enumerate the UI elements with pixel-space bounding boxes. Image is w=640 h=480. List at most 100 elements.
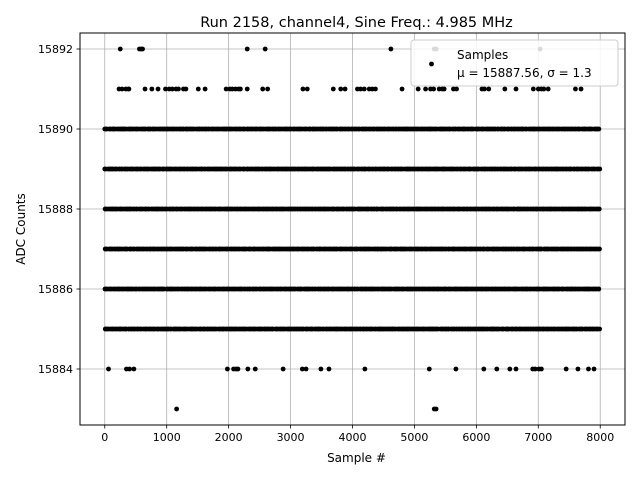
sample-point: [433, 406, 439, 412]
sample-point: [106, 366, 111, 372]
sample-point: [597, 326, 602, 332]
sample-point: [597, 246, 602, 252]
sample-point: [573, 86, 578, 92]
axis-ticks: 0 1000 2000 3000 4000 5000 6000 7000 8000 15884 15…: [38, 43, 614, 444]
sample-point: [513, 86, 519, 92]
sample-point: [304, 86, 310, 92]
sample-point: [244, 46, 250, 52]
sample-point: [454, 86, 459, 92]
sample-point: [342, 86, 348, 92]
sample-point: [586, 366, 591, 372]
sample-point: [563, 366, 569, 372]
sample-point: [195, 86, 201, 92]
sample-point: [532, 366, 538, 372]
y-tick-label: 15884: [38, 363, 73, 376]
sample-point: [235, 366, 241, 372]
x-tick-label: 6000: [462, 431, 490, 444]
y-tick-label: 15890: [38, 123, 73, 136]
sample-point: [597, 166, 603, 172]
sample-point: [244, 86, 250, 92]
sample-point: [149, 86, 155, 92]
sample-point: [140, 46, 145, 52]
y-axis-label: ADC Counts: [14, 193, 28, 265]
sample-point: [541, 86, 547, 92]
x-axis-label: Sample #: [327, 451, 386, 465]
x-tick-label: 5000: [400, 431, 428, 444]
sample-point: [155, 86, 161, 92]
sample-point: [127, 366, 132, 372]
sample-point: [117, 46, 123, 52]
sample-point: [303, 366, 309, 372]
sample-point: [596, 126, 602, 132]
sample-point: [513, 366, 519, 372]
y-tick-label: 15886: [38, 283, 73, 296]
sample-point: [142, 86, 148, 92]
sample-point: [431, 86, 437, 92]
sample-point: [126, 86, 132, 92]
sample-point: [318, 366, 324, 372]
sample-point: [362, 366, 368, 372]
sample-point: [169, 86, 175, 92]
chart-title: Run 2158, channel4, Sine Freq.: 4.985 MH…: [200, 15, 513, 31]
sample-point: [482, 86, 487, 92]
sample-point: [453, 366, 459, 372]
sample-point: [441, 86, 447, 92]
grid-lines: [80, 33, 625, 425]
sample-point: [330, 86, 336, 92]
sample-point: [183, 86, 189, 92]
sample-point: [225, 366, 230, 372]
sample-point: [486, 86, 492, 92]
x-tick-label: 1000: [153, 431, 181, 444]
legend-entry-samples: Samples: [457, 48, 508, 62]
sample-point: [578, 86, 584, 92]
sample-point: [388, 46, 394, 52]
x-tick-label: 7000: [524, 431, 552, 444]
y-tick-label: 15892: [38, 43, 73, 56]
chart-legend: Samples μ = 15887.56, σ = 1.3: [410, 39, 619, 87]
sample-point: [596, 286, 602, 292]
y-tick-label: 15888: [38, 203, 73, 216]
sample-point: [415, 86, 421, 92]
sample-point: [202, 86, 208, 92]
sample-point: [358, 86, 363, 92]
sample-point: [265, 86, 271, 92]
sample-point: [260, 86, 266, 92]
sample-point: [361, 86, 367, 92]
sample-point: [426, 366, 432, 372]
x-tick-label: 2000: [215, 431, 243, 444]
sample-point: [373, 86, 378, 92]
sample-point: [591, 366, 597, 372]
sample-point: [530, 86, 536, 92]
sample-point: [252, 366, 258, 372]
sample-point: [423, 86, 428, 92]
sample-point: [119, 86, 125, 92]
sample-point: [481, 366, 487, 372]
x-tick-label: 0: [101, 431, 108, 444]
sample-point: [238, 86, 243, 92]
sample-point: [299, 366, 305, 372]
sample-point: [176, 86, 181, 92]
legend-box: [410, 39, 619, 87]
sample-points: [102, 46, 603, 412]
sample-point: [575, 366, 581, 372]
legend-entry-stats: μ = 15887.56, σ = 1.3: [457, 66, 592, 80]
sample-point: [507, 366, 513, 372]
sample-point: [163, 86, 168, 92]
x-tick-label: 3000: [277, 431, 305, 444]
sample-point: [399, 86, 405, 92]
sample-point: [502, 86, 508, 92]
sample-point: [545, 86, 551, 92]
sample-point: [280, 366, 286, 372]
sample-point: [245, 366, 251, 372]
sample-point: [131, 366, 137, 372]
sample-point: [338, 86, 344, 92]
sample-point: [262, 46, 268, 52]
sample-point: [223, 86, 229, 92]
x-tick-label: 8000: [586, 431, 614, 444]
sample-point: [326, 366, 332, 372]
legend-marker: [429, 61, 434, 67]
sample-point: [494, 366, 500, 372]
x-tick-label: 4000: [339, 431, 367, 444]
sample-point: [538, 366, 544, 372]
